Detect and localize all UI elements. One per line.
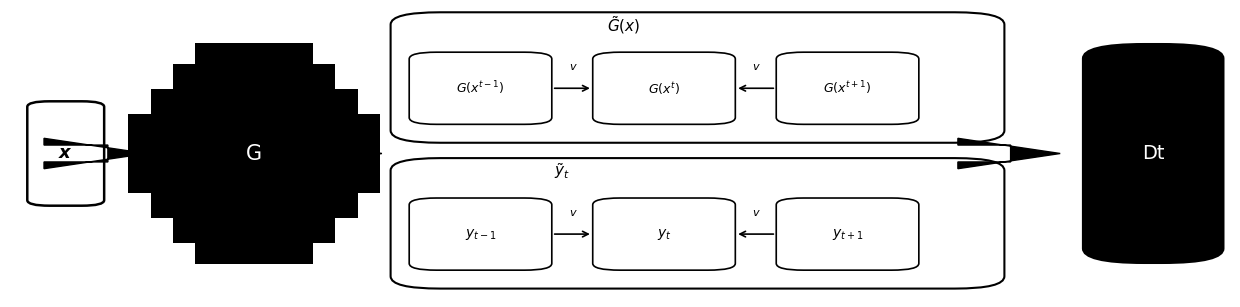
- FancyBboxPatch shape: [593, 52, 735, 124]
- Text: Dt: Dt: [1142, 144, 1164, 163]
- FancyBboxPatch shape: [409, 198, 552, 270]
- Text: $G(x^{t-1})$: $G(x^{t-1})$: [456, 80, 505, 97]
- Text: $G(x^{t+1})$: $G(x^{t+1})$: [823, 80, 872, 97]
- Text: $y_t$: $y_t$: [657, 227, 671, 242]
- FancyBboxPatch shape: [593, 198, 735, 270]
- Polygon shape: [279, 138, 382, 169]
- Text: $G(x^{t})$: $G(x^{t})$: [649, 80, 680, 97]
- Polygon shape: [957, 138, 1060, 169]
- FancyBboxPatch shape: [27, 101, 104, 206]
- FancyBboxPatch shape: [776, 52, 919, 124]
- Polygon shape: [43, 138, 146, 169]
- FancyBboxPatch shape: [195, 43, 312, 264]
- FancyBboxPatch shape: [128, 114, 150, 193]
- Text: $y_{t-1}$: $y_{t-1}$: [465, 227, 496, 242]
- FancyBboxPatch shape: [391, 12, 1004, 143]
- FancyBboxPatch shape: [391, 158, 1004, 289]
- FancyBboxPatch shape: [150, 89, 172, 218]
- Text: $y_{t+1}$: $y_{t+1}$: [832, 227, 863, 242]
- Text: $\tilde{G}(x)$: $\tilde{G}(x)$: [608, 14, 641, 36]
- Text: v: v: [569, 208, 575, 218]
- FancyBboxPatch shape: [409, 52, 552, 124]
- FancyBboxPatch shape: [172, 64, 195, 243]
- Text: $\boldsymbol{x}$: $\boldsymbol{x}$: [58, 145, 73, 162]
- FancyBboxPatch shape: [312, 64, 336, 243]
- FancyBboxPatch shape: [358, 114, 381, 193]
- Text: $\tilde{y}_t$: $\tilde{y}_t$: [554, 161, 570, 181]
- Text: G: G: [246, 143, 263, 164]
- FancyBboxPatch shape: [1081, 43, 1225, 264]
- FancyBboxPatch shape: [336, 89, 358, 218]
- Text: v: v: [753, 208, 759, 218]
- FancyBboxPatch shape: [776, 198, 919, 270]
- Text: v: v: [569, 62, 575, 72]
- Text: v: v: [753, 62, 759, 72]
